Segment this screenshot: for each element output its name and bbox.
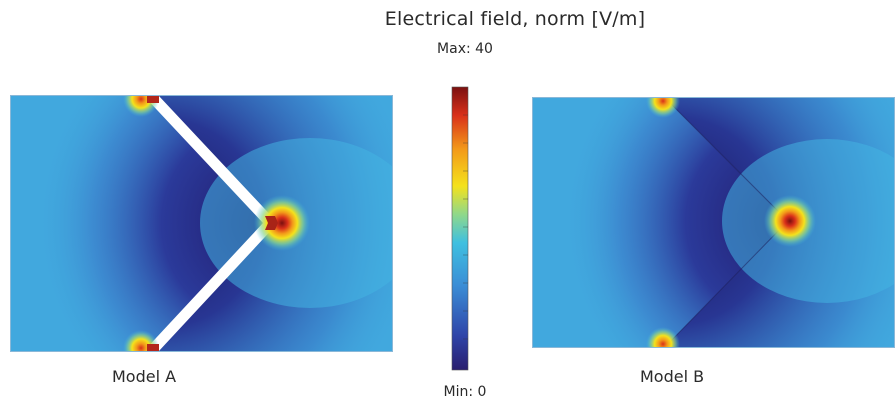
colorbar-max-label: Max: 40 — [437, 41, 493, 57]
model-a-caption: Model A — [112, 367, 177, 386]
figure-title: Electrical field, norm [V/m] — [384, 8, 646, 30]
model-a-field-plot — [10, 95, 393, 352]
colorbar-min-label: Min: 0 — [443, 384, 487, 400]
model-b-caption: Model B — [640, 367, 705, 386]
model-b-field-plot — [532, 97, 895, 348]
colorbar — [451, 86, 469, 371]
